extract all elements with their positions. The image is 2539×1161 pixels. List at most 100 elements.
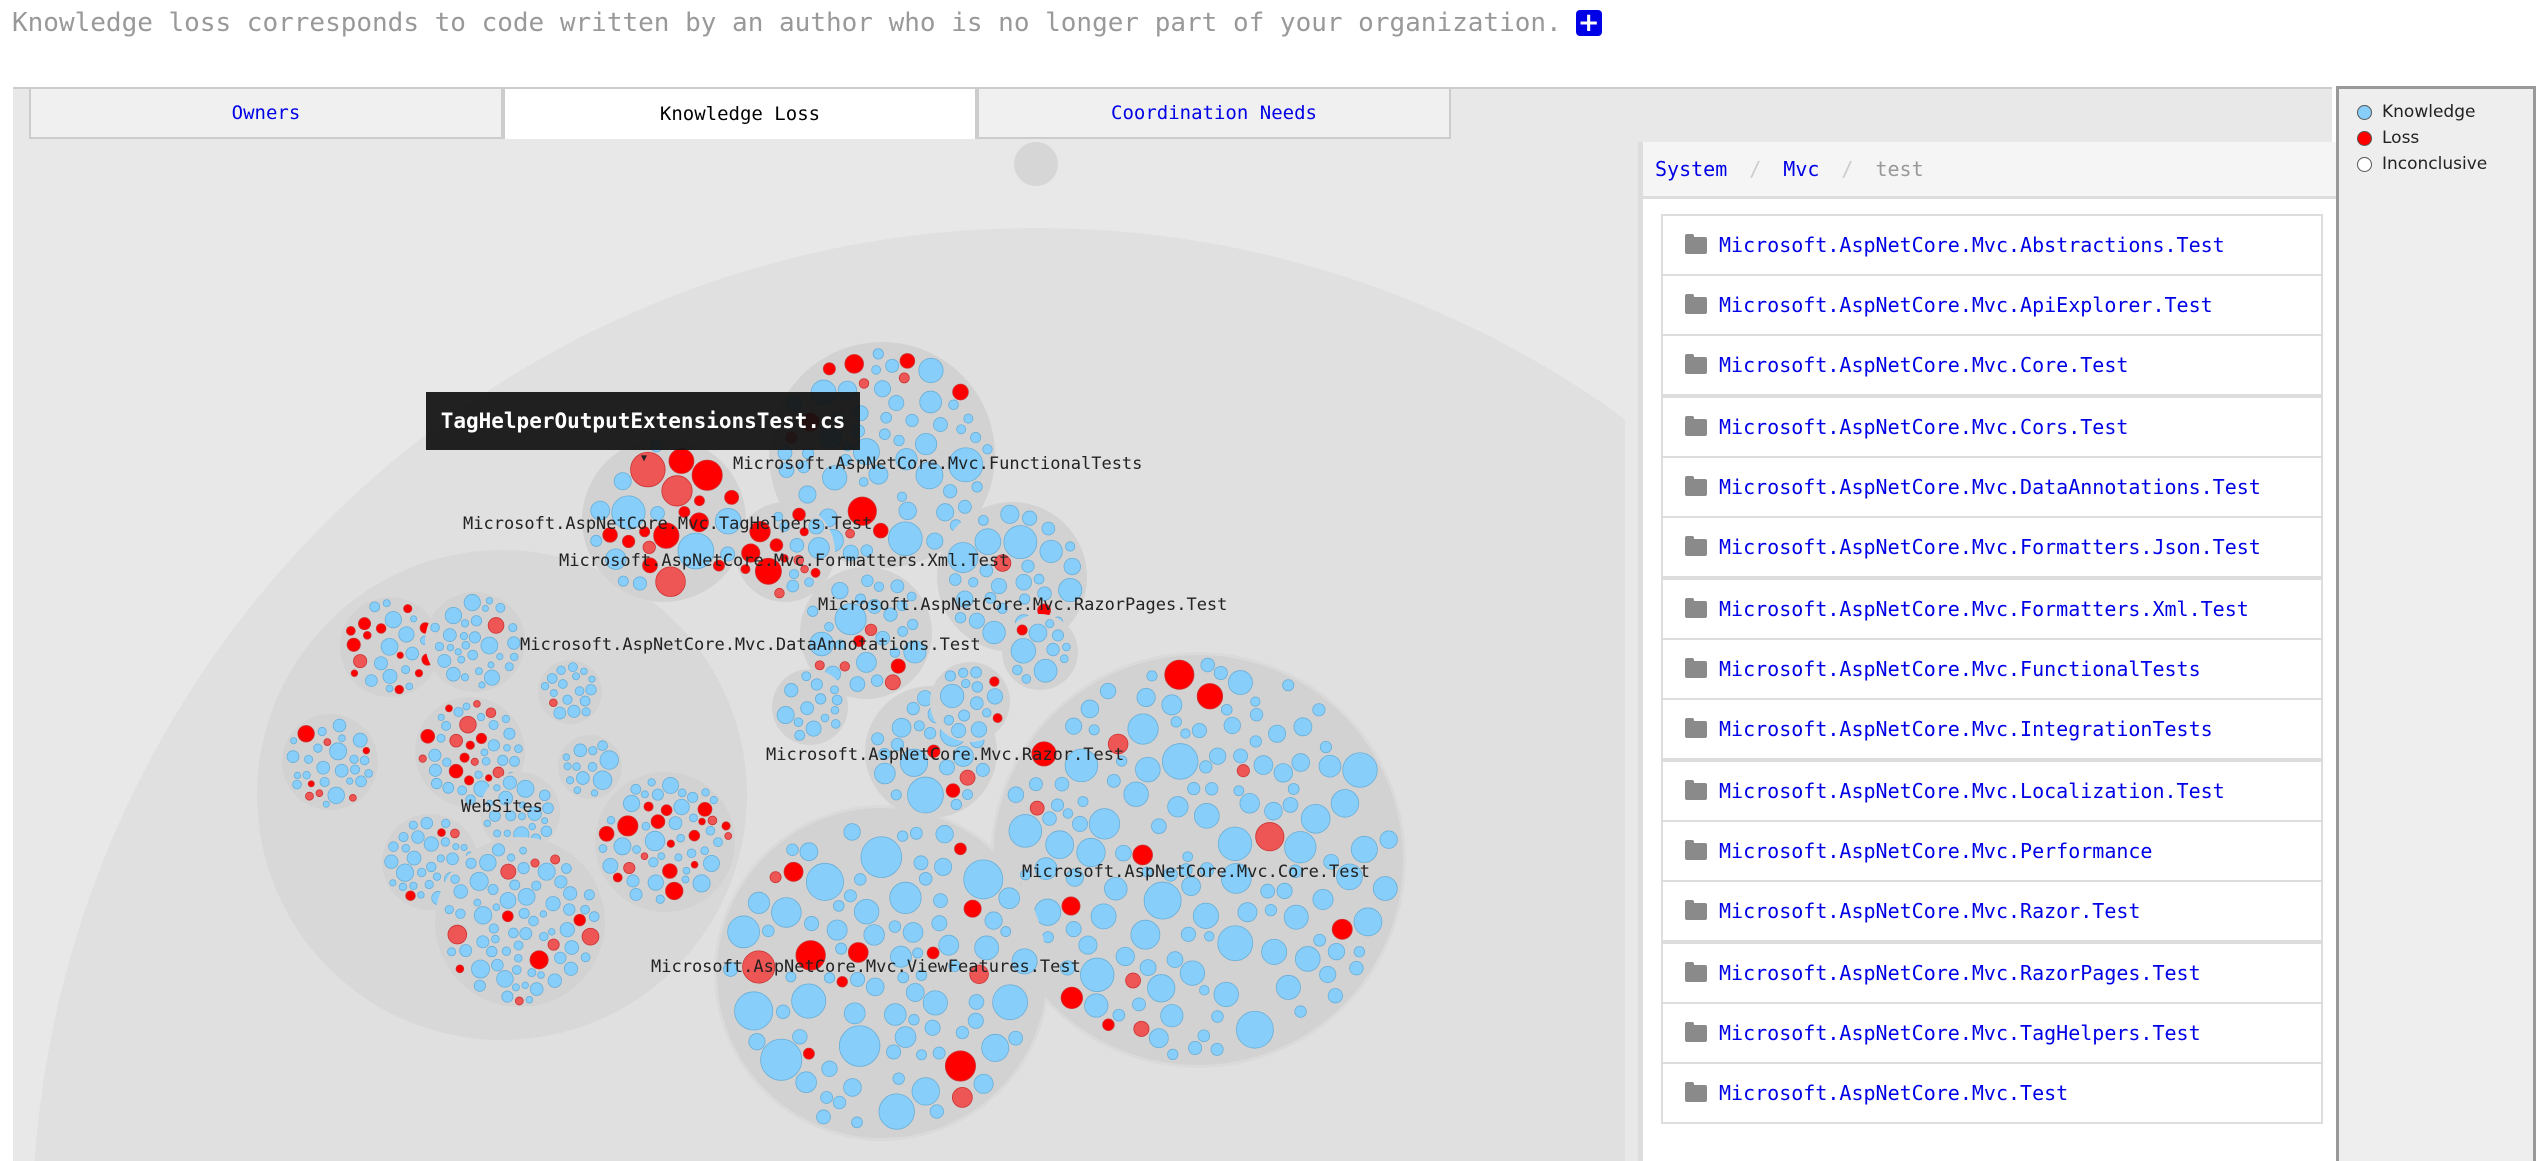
file-bubble[interactable]	[893, 434, 905, 447]
file-bubble[interactable]	[698, 817, 706, 826]
folder-item[interactable]: Microsoft.AspNetCore.Mvc.IntegrationTest…	[1663, 700, 2321, 760]
file-bubble[interactable]	[927, 744, 941, 758]
file-bubble[interactable]	[888, 521, 923, 557]
file-bubble[interactable]	[623, 861, 636, 875]
file-bubble[interactable]	[899, 748, 929, 777]
file-bubble[interactable]	[1210, 1042, 1224, 1056]
file-bubble[interactable]	[369, 601, 381, 613]
file-bubble[interactable]	[954, 842, 967, 856]
file-bubble[interactable]	[444, 904, 454, 915]
file-bubble[interactable]	[948, 959, 961, 973]
file-bubble[interactable]	[1127, 713, 1159, 745]
file-bubble[interactable]	[630, 783, 642, 795]
file-bubble[interactable]	[1180, 926, 1197, 942]
file-bubble[interactable]	[834, 603, 867, 636]
file-bubble[interactable]	[676, 833, 685, 843]
file-bubble[interactable]	[617, 575, 629, 587]
file-bubble[interactable]	[956, 590, 974, 608]
file-bubble[interactable]	[488, 923, 499, 934]
file-bubble[interactable]	[605, 548, 627, 570]
file-bubble[interactable]	[895, 448, 918, 471]
file-bubble[interactable]	[389, 879, 397, 887]
file-bubble[interactable]	[647, 874, 664, 891]
file-bubble[interactable]	[573, 786, 582, 794]
file-bubble[interactable]	[1261, 938, 1288, 965]
file-bubble[interactable]	[963, 859, 1004, 900]
file-bubble[interactable]	[444, 606, 463, 625]
file-bubble[interactable]	[1042, 811, 1057, 826]
file-bubble[interactable]	[442, 781, 455, 794]
file-bubble[interactable]	[598, 825, 615, 842]
file-bubble[interactable]	[888, 395, 905, 411]
file-bubble[interactable]	[410, 615, 418, 623]
file-bubble[interactable]	[290, 737, 298, 745]
file-bubble[interactable]	[803, 1047, 815, 1060]
file-bubble[interactable]	[573, 743, 588, 758]
file-bubble[interactable]	[655, 894, 665, 904]
file-bubble[interactable]	[519, 927, 533, 940]
file-bubble[interactable]	[460, 619, 470, 628]
file-bubble[interactable]	[891, 717, 912, 738]
file-bubble[interactable]	[724, 489, 740, 505]
file-bubble[interactable]	[463, 594, 481, 612]
file-bubble[interactable]	[830, 685, 839, 695]
file-bubble[interactable]	[769, 871, 782, 884]
file-bubble[interactable]	[332, 718, 347, 733]
file-bubble[interactable]	[885, 358, 900, 373]
file-bubble[interactable]	[1052, 629, 1064, 642]
file-bubble[interactable]	[678, 506, 691, 518]
file-bubble[interactable]	[491, 843, 506, 857]
file-bubble[interactable]	[915, 461, 944, 490]
file-bubble[interactable]	[539, 931, 549, 942]
file-bubble[interactable]	[774, 587, 785, 599]
file-bubble[interactable]	[430, 777, 443, 790]
file-bubble[interactable]	[830, 719, 841, 729]
file-bubble[interactable]	[886, 1044, 902, 1060]
file-bubble[interactable]	[905, 983, 925, 1002]
file-bubble[interactable]	[1350, 835, 1378, 863]
file-bubble[interactable]	[511, 965, 522, 975]
file-bubble[interactable]	[1033, 573, 1045, 585]
file-bubble[interactable]	[897, 971, 910, 984]
file-bubble[interactable]	[485, 707, 497, 719]
file-bubble[interactable]	[968, 994, 985, 1010]
file-bubble[interactable]	[843, 889, 857, 903]
file-bubble[interactable]	[436, 733, 446, 743]
file-bubble[interactable]	[844, 354, 864, 374]
file-bubble[interactable]	[1161, 694, 1183, 716]
file-bubble[interactable]	[971, 681, 984, 693]
file-bubble[interactable]	[845, 528, 855, 539]
file-bubble[interactable]	[1199, 760, 1213, 774]
file-bubble[interactable]	[1046, 642, 1060, 657]
file-bubble[interactable]	[977, 515, 989, 526]
file-bubble[interactable]	[880, 411, 892, 424]
file-bubble[interactable]	[644, 830, 666, 852]
file-bubble[interactable]	[713, 559, 725, 572]
file-bubble[interactable]	[384, 854, 399, 869]
file-bubble[interactable]	[913, 855, 929, 871]
file-bubble[interactable]	[441, 818, 451, 828]
circle-packing-visualization[interactable]	[13, 141, 1625, 1161]
file-bubble[interactable]	[858, 477, 869, 487]
file-bubble[interactable]	[926, 532, 944, 550]
file-bubble[interactable]	[1016, 624, 1028, 636]
file-bubble[interactable]	[420, 728, 436, 744]
file-bubble[interactable]	[748, 1033, 766, 1051]
file-bubble[interactable]	[843, 823, 861, 841]
file-bubble[interactable]	[462, 702, 471, 711]
file-bubble[interactable]	[398, 882, 408, 892]
file-bubble[interactable]	[1008, 1030, 1024, 1046]
file-bubble[interactable]	[1336, 863, 1363, 891]
file-bubble[interactable]	[929, 1104, 945, 1119]
file-bubble[interactable]	[531, 880, 542, 891]
file-bubble[interactable]	[839, 661, 850, 672]
file-bubble[interactable]	[898, 372, 910, 384]
file-bubble[interactable]	[1233, 748, 1248, 764]
file-bubble[interactable]	[814, 660, 825, 671]
file-bubble[interactable]	[406, 850, 422, 866]
file-bubble[interactable]	[529, 982, 544, 996]
file-bubble[interactable]	[975, 762, 990, 777]
file-bubble[interactable]	[355, 775, 367, 788]
file-bubble[interactable]	[408, 820, 418, 830]
file-bubble[interactable]	[1312, 888, 1334, 910]
